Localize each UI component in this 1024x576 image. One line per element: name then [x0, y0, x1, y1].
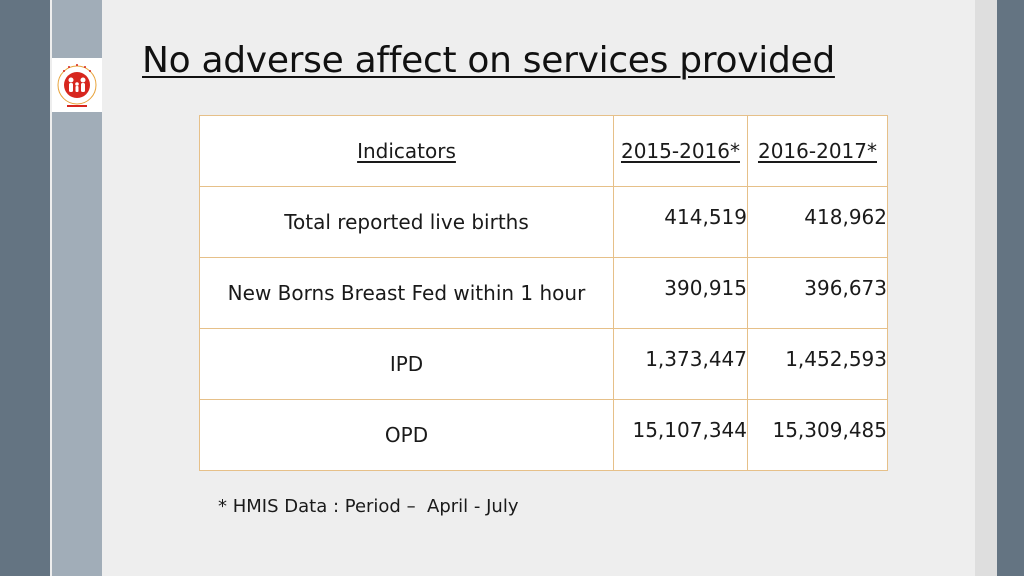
- table-header-row: Indicators 2015-2016* 2016-2017*: [199, 115, 888, 187]
- table-row: New Borns Breast Fed within 1 hour 390,9…: [199, 257, 888, 329]
- value-cell-2015-2016: 414,519: [613, 186, 748, 258]
- value-cell-2016-2017: 1,452,593: [747, 328, 888, 400]
- left-sidebar-bar-dark: [0, 0, 50, 576]
- header-2015-2016: 2015-2016*: [613, 115, 748, 187]
- table-row: Total reported live births 414,519 418,9…: [199, 186, 888, 258]
- indicators-table: Indicators 2015-2016* 2016-2017* Total r…: [199, 115, 888, 471]
- indicator-cell: IPD: [199, 328, 614, 400]
- header-2016-2017: 2016-2017*: [747, 115, 888, 187]
- table-row: IPD 1,373,447 1,452,593: [199, 328, 888, 400]
- national-health-mission-logo-icon: [57, 64, 97, 107]
- value-cell-2015-2016: 390,915: [613, 257, 748, 329]
- value-cell-2015-2016: 15,107,344: [613, 399, 748, 471]
- right-sidebar-bar-dark: [997, 0, 1024, 576]
- value-cell-2015-2016: 1,373,447: [613, 328, 748, 400]
- right-sidebar-bar-light: [975, 0, 997, 576]
- value-cell-2016-2017: 396,673: [747, 257, 888, 329]
- header-indicators: Indicators: [199, 115, 614, 187]
- indicator-cell: New Borns Breast Fed within 1 hour: [199, 257, 614, 329]
- national-health-mission-logo: [52, 58, 102, 112]
- value-cell-2016-2017: 418,962: [747, 186, 888, 258]
- slide-title: No adverse affect on services provided: [142, 40, 835, 81]
- footnote: * HMIS Data : Period – April - July: [218, 496, 519, 517]
- table-row: OPD 15,107,344 15,309,485: [199, 399, 888, 471]
- indicator-cell: Total reported live births: [199, 186, 614, 258]
- value-cell-2016-2017: 15,309,485: [747, 399, 888, 471]
- indicator-cell: OPD: [199, 399, 614, 471]
